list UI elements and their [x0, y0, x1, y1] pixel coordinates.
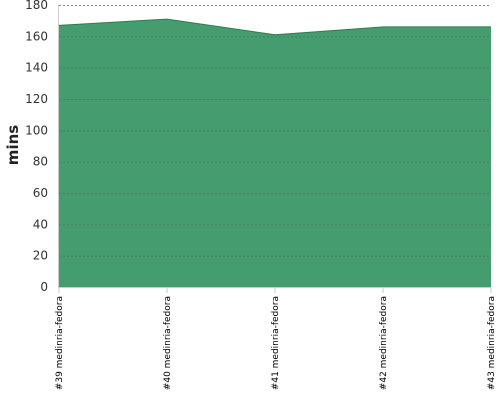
- x-tick-label-4: #43 medinria-fedora: [487, 296, 497, 390]
- x-tick-label-3: #42 medinria-fedora: [379, 296, 389, 390]
- y-tick-label-140: 140: [25, 61, 48, 75]
- y-tick-label-40: 40: [33, 217, 48, 231]
- y-axis-title: mins: [4, 125, 22, 165]
- y-tick-label-120: 120: [25, 92, 48, 106]
- x-tick-labels: #39 medinria-fedora #40 medinria-fedora #4…: [55, 288, 497, 390]
- y-tick-labels: 0 20 40 60 80 100 120 140 160 180: [25, 0, 48, 294]
- y-tick-label-100: 100: [25, 123, 48, 137]
- area-series-0: [59, 19, 491, 287]
- x-tick-label-2: #41 medinria-fedora: [271, 296, 281, 390]
- x-tick-label-0: #39 medinria-fedora: [55, 296, 65, 390]
- series-area: [58, 18, 492, 287]
- y-tick-label-180: 180: [25, 0, 48, 12]
- y-tick-label-160: 160: [25, 29, 48, 43]
- y-tick-label-60: 60: [33, 186, 48, 200]
- axes: [58, 5, 491, 288]
- y-tick-label-0: 0: [40, 280, 48, 294]
- y-tick-label-80: 80: [33, 155, 48, 169]
- y-tick-label-20: 20: [33, 249, 48, 263]
- x-tick-label-1: #40 medinria-fedora: [163, 296, 173, 390]
- grid-overlay: [59, 36, 491, 257]
